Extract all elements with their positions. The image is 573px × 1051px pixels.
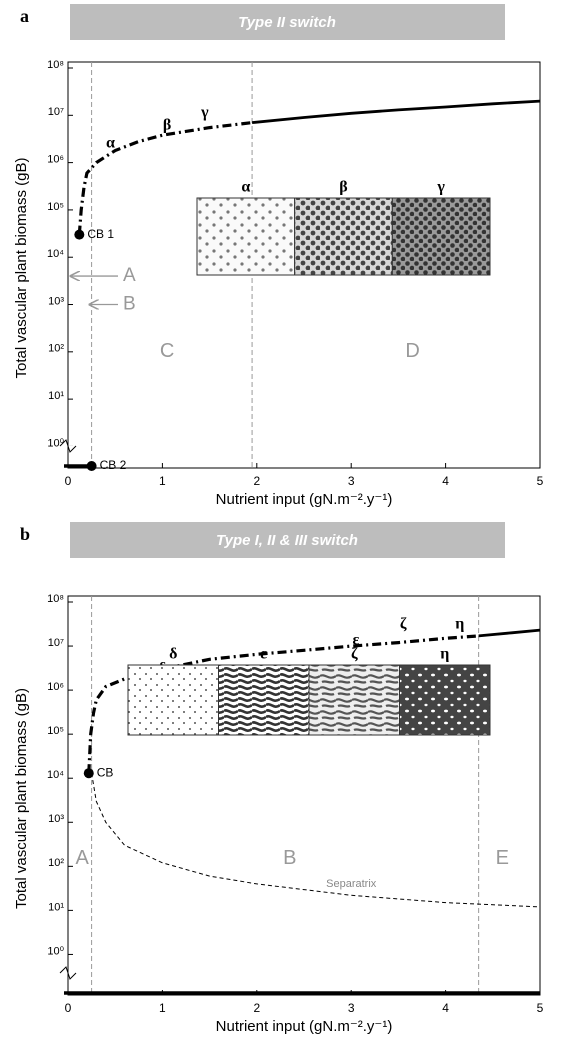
region-label: C	[160, 340, 174, 362]
pattern-image	[399, 664, 491, 736]
y-tick-label: 10³	[48, 813, 64, 825]
y-tick-label: 10⁷	[48, 637, 64, 649]
pattern-image	[308, 664, 400, 736]
plot-frame	[67, 61, 541, 469]
pattern-image	[196, 197, 296, 276]
y-tick-label: 10⁴	[47, 769, 64, 781]
y-tick-label: 10⁰	[47, 945, 64, 957]
y-tick-label: 10⁰	[47, 437, 64, 449]
x-tick-label: 1	[159, 474, 166, 488]
x-axis-label: Nutrient input (gN.m⁻².y⁻¹)	[216, 1018, 393, 1035]
curve-label: Separatrix	[326, 878, 377, 890]
y-tick-label: 10¹	[48, 390, 64, 402]
x-tick-label: 3	[348, 474, 355, 488]
inset-label: γ	[436, 179, 445, 196]
point-label: CB	[97, 765, 114, 779]
curve	[77, 121, 253, 235]
title-bar	[70, 522, 505, 558]
inset-label: δ	[169, 646, 177, 663]
inset-label: β	[339, 179, 347, 196]
x-tick-label: 4	[442, 1001, 449, 1015]
axis-break	[59, 966, 77, 980]
x-tick-label: 0	[65, 474, 72, 488]
panel-label: a	[20, 6, 29, 26]
y-tick-label: 10⁶	[47, 681, 64, 693]
curve	[478, 628, 541, 638]
x-tick-label: 5	[537, 1001, 544, 1015]
inset-label: ε	[260, 646, 267, 663]
curve	[251, 99, 541, 124]
y-tick-label: 10¹	[48, 901, 64, 913]
region-label: D	[405, 340, 419, 362]
y-tick-label: 10²	[48, 343, 64, 355]
pattern-label: γ	[200, 104, 209, 121]
inset-label: α	[241, 179, 250, 196]
x-tick-label: 5	[537, 474, 544, 488]
region-label: B	[283, 847, 296, 869]
y-tick-label: 10⁵	[47, 725, 64, 737]
pattern-image	[391, 197, 491, 276]
chart-title: Type II switch	[238, 14, 336, 31]
pattern-label: ζ	[400, 616, 407, 633]
y-tick-label: 10⁴	[47, 248, 64, 260]
bifurcation-point	[86, 461, 97, 471]
title-bar	[70, 4, 505, 40]
x-tick-label: 2	[253, 474, 260, 488]
y-tick-label: 10⁷	[48, 106, 64, 118]
y-tick-label: 10²	[48, 857, 64, 869]
panel-label: b	[20, 524, 30, 544]
point-label: CB 2	[100, 458, 127, 472]
plot-frame	[67, 595, 541, 996]
pattern-label: β	[163, 116, 171, 133]
pattern-label: ε	[352, 632, 359, 649]
region-label: E	[496, 847, 509, 869]
pattern-label: η	[455, 616, 464, 633]
curve	[91, 773, 541, 908]
curve	[87, 634, 479, 774]
y-axis-label: Total vascular plant biomass (gB)	[13, 158, 30, 379]
inset-label: ζ	[351, 646, 358, 663]
x-tick-label: 1	[159, 1001, 166, 1015]
x-tick-label: 0	[65, 1001, 72, 1015]
inset-label: η	[440, 646, 449, 663]
arrow-label: B	[123, 294, 136, 315]
x-axis-label: Nutrient input (gN.m⁻².y⁻¹)	[216, 491, 393, 508]
pattern-image	[294, 197, 393, 276]
arrow-label: A	[123, 265, 136, 286]
bifurcation-point	[83, 768, 94, 779]
region-label: A	[75, 847, 89, 869]
x-tick-label: 2	[253, 1001, 260, 1015]
chart-title: Type I, II & III switch	[216, 532, 358, 549]
pattern-image	[218, 664, 310, 736]
x-tick-label: 4	[442, 474, 449, 488]
pattern-label: α	[106, 134, 115, 151]
point-label: CB 1	[87, 227, 114, 241]
x-tick-label: 3	[348, 1001, 355, 1015]
y-tick-label: 10⁸	[47, 593, 64, 605]
y-tick-label: 10⁵	[47, 201, 64, 213]
y-axis-label: Total vascular plant biomass (gB)	[13, 688, 30, 909]
pattern-image	[127, 664, 219, 736]
bifurcation-point	[74, 229, 85, 240]
y-tick-label: 10⁸	[47, 59, 64, 71]
axis-break	[59, 439, 77, 453]
y-tick-label: 10⁶	[47, 154, 64, 166]
y-tick-label: 10³	[48, 295, 64, 307]
